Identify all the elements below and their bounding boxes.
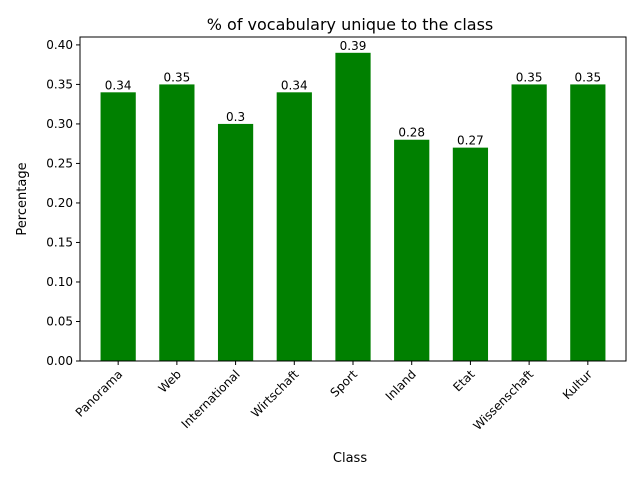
y-tick-label: 0.30 — [46, 117, 73, 131]
x-tick-label: Inland — [383, 367, 419, 403]
y-axis-label: Percentage — [15, 162, 30, 235]
bar-wirtschaft — [276, 92, 312, 361]
bar-sport — [335, 52, 371, 362]
y-tick-label: 0.15 — [46, 235, 73, 249]
y-tick-label: 0.20 — [46, 196, 73, 210]
x-tick-label: Wirtschaft — [248, 367, 301, 420]
x-axis-label: Class — [333, 451, 367, 466]
bar-web — [159, 84, 195, 361]
bar-value-label: 0.27 — [457, 134, 484, 148]
bar-value-label: 0.28 — [398, 126, 425, 140]
bar-value-label: 0.34 — [281, 78, 308, 92]
y-tick-label: 0.00 — [46, 354, 73, 368]
bar-value-label: 0.39 — [340, 39, 367, 53]
bar-wissenschaft — [511, 84, 547, 361]
bar-value-label: 0.3 — [226, 110, 245, 124]
bar-value-label: 0.35 — [574, 70, 601, 84]
bar-etat — [452, 147, 489, 361]
chart-title: % of vocabulary unique to the class — [207, 15, 494, 34]
y-tick-label: 0.10 — [46, 275, 73, 289]
x-tick-label: Web — [156, 367, 184, 395]
x-tick-label: Panorama — [73, 367, 126, 420]
bar-value-label: 0.35 — [164, 70, 191, 84]
bar-international — [217, 123, 254, 362]
x-tick-label: Wissenschaft — [471, 367, 537, 433]
bar-inland — [394, 139, 430, 361]
bar-kultur — [570, 84, 606, 361]
bar-value-label: 0.35 — [516, 70, 543, 84]
bar-panorama — [100, 92, 136, 361]
y-tick-label: 0.25 — [46, 156, 73, 170]
x-tick-label: Etat — [450, 367, 477, 394]
axes-frame — [79, 36, 627, 362]
bar-value-label: 0.34 — [105, 78, 132, 92]
x-tick-label: Sport — [327, 367, 360, 400]
y-tick-label: 0.40 — [46, 38, 73, 52]
x-tick-label: International — [179, 367, 243, 431]
plot-area: 0.00 0.05 0.10 0.15 0.20 0.25 0.30 0.35 0.40 0.34… — [46, 38, 606, 433]
y-tick-label: 0.35 — [46, 77, 73, 91]
x-tick-label: Kultur — [560, 367, 595, 402]
y-tick-label: 0.05 — [46, 314, 73, 328]
